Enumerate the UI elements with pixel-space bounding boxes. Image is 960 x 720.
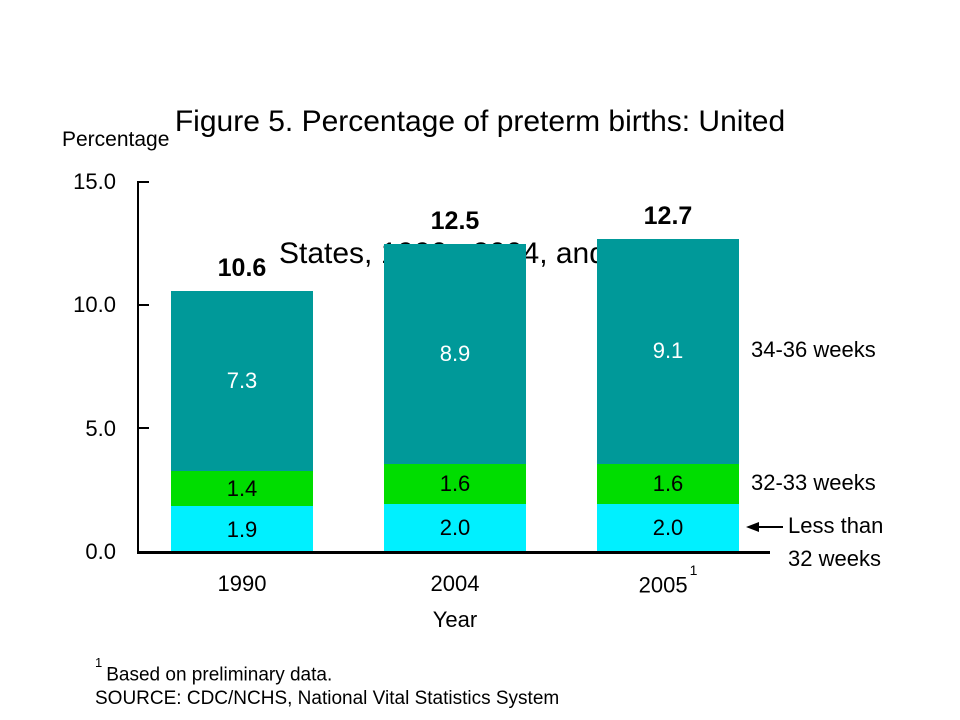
footnote-sup: 1 [95, 655, 103, 670]
y-tick-mark-5 [137, 427, 149, 429]
y-tick-mark-15 [137, 181, 149, 183]
bar-segment-32-33-weeks: 1.6 [597, 463, 739, 504]
bar-segment-32-33-weeks: 1.6 [384, 463, 526, 504]
bar-segment-value: 1.6 [439, 470, 471, 496]
y-tick-mark-10 [137, 304, 149, 306]
y-tick-label-15: 15.0 [73, 169, 116, 194]
left-arrow-icon [746, 522, 783, 532]
bar-total-label: 12.7 [643, 201, 693, 230]
bar-segment-value: 1.9 [226, 516, 258, 542]
y-axis-line [137, 181, 139, 553]
x-tick-label-2004: 2004 [430, 571, 480, 596]
bar-segment-value: 2.0 [439, 515, 471, 541]
bar-segment-value: 7.3 [226, 368, 258, 394]
bar-segment-32-33-weeks: 1.4 [171, 471, 313, 507]
stacked-bar-2004: 2.0 1.6 8.9 12.5 [384, 207, 526, 553]
bar-segment-less-than-32-weeks: 2.0 [597, 503, 739, 553]
stacked-bar-2005: 2.0 1.6 9.1 12.7 [597, 202, 739, 553]
y-axis-title: Percentage [62, 128, 170, 151]
y-tick-label-0: 0.0 [85, 539, 116, 564]
bar-segment-less-than-32-weeks: 2.0 [384, 503, 526, 553]
source-line: SOURCE: CDC/NCHS, National Vital Statist… [95, 688, 560, 709]
footnote-marker: 1 [689, 562, 698, 578]
bar-total-label: 10.6 [217, 253, 267, 282]
chart-title-line1: Figure 5. Percentage of preterm births: … [174, 105, 786, 138]
series-label-less-than-line2: 32 weeks [788, 546, 881, 571]
x-axis-line [137, 551, 770, 554]
bar-segment-34-36-weeks: 9.1 [597, 238, 739, 464]
x-axis-title: Year [432, 607, 478, 632]
x-tick-label-1990: 1990 [217, 571, 267, 596]
series-label-32-33-weeks: 32-33 weeks [751, 470, 876, 495]
bar-segment-value: 1.6 [652, 470, 684, 496]
bar-segment-value: 9.1 [652, 338, 684, 364]
y-tick-label-10: 10.0 [73, 292, 116, 317]
bar-segment-34-36-weeks: 7.3 [171, 290, 313, 472]
bar-segment-less-than-32-weeks: 1.9 [171, 506, 313, 553]
series-label-less-than-line1: Less than [788, 513, 884, 538]
bar-segment-value: 2.0 [652, 515, 684, 541]
x-tick-label-2005: 20051 [638, 562, 698, 598]
series-label-34-36-weeks: 34-36 weeks [751, 337, 876, 362]
y-tick-label-5: 5.0 [85, 416, 116, 441]
stacked-bar-1990: 1.9 1.4 7.3 10.6 [171, 254, 313, 553]
bar-segment-value: 8.9 [439, 340, 471, 366]
bar-segment-34-36-weeks: 8.9 [384, 243, 526, 464]
footnote: 1Based on preliminary data. [95, 655, 333, 686]
bar-total-label: 12.5 [430, 206, 480, 235]
bar-segment-value: 1.4 [226, 475, 258, 501]
footnote-text: Based on preliminary data. [106, 664, 333, 686]
